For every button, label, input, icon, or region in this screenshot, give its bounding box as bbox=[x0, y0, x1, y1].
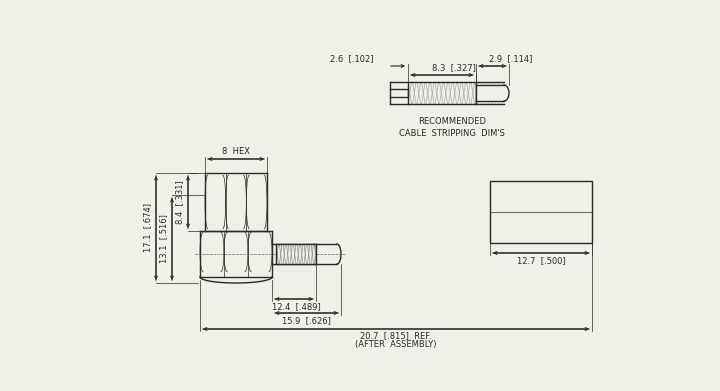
Text: CABLE  STRIPPING  DIM'S: CABLE STRIPPING DIM'S bbox=[399, 129, 505, 138]
Text: 15.9  [.626]: 15.9 [.626] bbox=[282, 316, 331, 325]
Text: 8.3  [.327]: 8.3 [.327] bbox=[432, 63, 476, 72]
Text: RECOMMENDED: RECOMMENDED bbox=[418, 118, 486, 127]
Text: 17.1  [.674]: 17.1 [.674] bbox=[143, 203, 153, 253]
Text: 20.7  [.815]  REF.: 20.7 [.815] REF. bbox=[360, 332, 432, 341]
Text: 8.4  [.331]: 8.4 [.331] bbox=[176, 180, 184, 224]
Text: 2.6  [.102]: 2.6 [.102] bbox=[330, 54, 373, 63]
Text: 12.7  [.500]: 12.7 [.500] bbox=[517, 256, 565, 265]
Bar bbox=[276, 244, 316, 264]
Text: (AFTER  ASSEMBLY): (AFTER ASSEMBLY) bbox=[355, 341, 437, 350]
Text: 12.4  [.489]: 12.4 [.489] bbox=[271, 303, 320, 312]
Bar bbox=[408, 82, 476, 104]
Text: 2.9  [.114]: 2.9 [.114] bbox=[489, 54, 532, 63]
Text: 13.1  [.516]: 13.1 [.516] bbox=[160, 215, 168, 264]
Bar bbox=[490, 181, 592, 243]
Text: 8  HEX: 8 HEX bbox=[222, 147, 250, 156]
